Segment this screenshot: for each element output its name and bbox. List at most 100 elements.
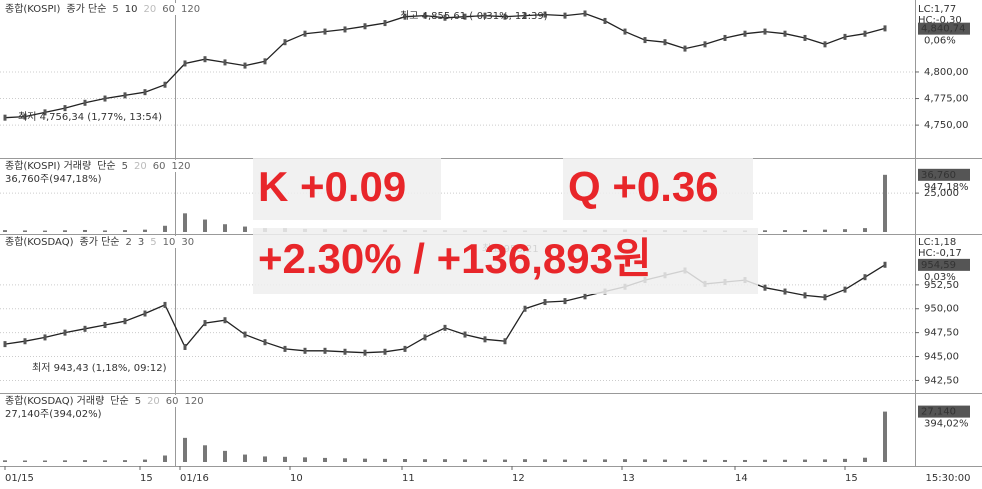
y-tick-label: 952,50 bbox=[924, 280, 959, 291]
header-bg bbox=[2, 395, 252, 407]
change-label: 394,02% bbox=[924, 419, 969, 430]
volume-bar bbox=[483, 459, 487, 462]
price-candle bbox=[383, 348, 387, 355]
last-value-box bbox=[918, 22, 970, 35]
total-change: +2.30% / +136,893원 bbox=[258, 235, 652, 282]
ma-label: 10 bbox=[163, 237, 176, 248]
volume-bar bbox=[163, 225, 167, 232]
price-candle bbox=[283, 39, 287, 46]
ma-label: 20 bbox=[134, 161, 147, 172]
price-candle bbox=[863, 30, 867, 37]
volume-bar bbox=[663, 459, 667, 462]
high-annotation: 최고 4,855,61 (-0,31%, 12:39) bbox=[400, 10, 548, 22]
volume-bar bbox=[843, 458, 847, 462]
panel-subtitle: 단순 bbox=[110, 395, 128, 407]
volume-bar bbox=[183, 437, 187, 462]
price-candle bbox=[563, 12, 567, 19]
volume-bar bbox=[863, 228, 867, 232]
volume-bar bbox=[763, 230, 767, 232]
price-candle bbox=[363, 349, 367, 356]
header-bg bbox=[2, 160, 252, 172]
ma-label: 60 bbox=[162, 4, 175, 15]
price-candle bbox=[563, 298, 567, 305]
price-candle bbox=[103, 95, 107, 102]
panel-title: 종합(KOSDAQ) 거래량 bbox=[5, 395, 104, 407]
price-candle bbox=[803, 292, 807, 299]
time-label: 15:30:00 bbox=[926, 473, 971, 484]
price-candle bbox=[503, 13, 507, 20]
last-value-box bbox=[918, 405, 970, 418]
price-candle bbox=[3, 341, 7, 348]
price-candle bbox=[883, 261, 887, 268]
price-candle bbox=[43, 109, 47, 116]
price-candle bbox=[403, 13, 407, 20]
volume-bar bbox=[463, 459, 467, 462]
k-change: K +0.09 bbox=[258, 163, 406, 210]
price-candle bbox=[243, 62, 247, 69]
lc-label: LC:1,77 bbox=[918, 4, 956, 15]
volume-bar bbox=[303, 457, 307, 462]
panel-header: 종합(KOSPI) 거래량 단순 5 20 60 120 bbox=[5, 160, 191, 172]
ma-label: 2 bbox=[125, 237, 131, 248]
price-candle bbox=[323, 347, 327, 354]
price-candle bbox=[23, 338, 27, 345]
volume-bar bbox=[23, 230, 27, 232]
price-candle bbox=[323, 28, 327, 35]
price-candle bbox=[283, 345, 287, 352]
y-tick-label: 4,750,00 bbox=[924, 120, 969, 131]
price-candle bbox=[303, 347, 307, 354]
panel-header: 종합(KOSPI) 종가 단순 5 10 20 60 120 bbox=[5, 3, 200, 15]
price-candle bbox=[783, 288, 787, 295]
ma-label: 5 bbox=[122, 161, 128, 172]
price-candle bbox=[443, 14, 447, 21]
volume-bar bbox=[523, 459, 527, 462]
volume-bar bbox=[823, 229, 827, 232]
price-candle bbox=[83, 99, 87, 106]
price-candle bbox=[723, 34, 727, 41]
volume-bar bbox=[103, 230, 107, 232]
volume-bar bbox=[43, 230, 47, 232]
price-candle bbox=[83, 325, 87, 332]
volume-bar bbox=[63, 230, 67, 232]
price-candle bbox=[203, 56, 207, 63]
panel-subtitle: 종가 단순 bbox=[80, 236, 120, 248]
last-value-box bbox=[918, 168, 970, 181]
volume-bar bbox=[503, 459, 507, 462]
volume-bar bbox=[243, 226, 247, 232]
price-candle bbox=[383, 20, 387, 27]
volume-bar bbox=[83, 460, 87, 462]
price-candle bbox=[483, 12, 487, 19]
ma-label: 10 bbox=[125, 4, 138, 15]
ma-label: 20 bbox=[144, 4, 157, 15]
price-candle bbox=[683, 45, 687, 52]
panel-subtitle: 종가 단순 bbox=[66, 3, 106, 15]
change-label: 0,03% bbox=[924, 272, 956, 283]
price-candle bbox=[23, 113, 27, 120]
ma-label: 120 bbox=[171, 161, 190, 172]
y-tick-label: 4,775,00 bbox=[924, 94, 969, 105]
price-candle bbox=[223, 317, 227, 324]
header-bg bbox=[2, 3, 252, 15]
volume-bar bbox=[583, 459, 587, 462]
volume-bar bbox=[223, 224, 227, 232]
ma-label: 5 bbox=[135, 396, 141, 407]
volume-bar bbox=[343, 458, 347, 462]
x-tick-label: 01/16 bbox=[180, 473, 209, 484]
low-annotation: 최저 4,756,34 (1,77%, 13:54) bbox=[18, 111, 162, 123]
price-candle bbox=[543, 11, 547, 18]
x-tick-label: 01/15 bbox=[5, 473, 34, 484]
volume-bar bbox=[443, 459, 447, 462]
volume-bar bbox=[423, 459, 427, 462]
overlay-bg bbox=[253, 158, 441, 220]
volume-bar bbox=[243, 454, 247, 462]
ma-label: 60 bbox=[153, 161, 166, 172]
price-candle bbox=[263, 339, 267, 346]
price-candle bbox=[123, 92, 127, 99]
price-candle bbox=[183, 343, 187, 350]
volume-bar bbox=[143, 459, 147, 462]
price-candle bbox=[463, 331, 467, 338]
price-candle bbox=[243, 331, 247, 338]
price-candle bbox=[883, 25, 887, 32]
y-tick-label: 4,800,00 bbox=[924, 67, 969, 78]
volume-bar bbox=[723, 459, 727, 462]
